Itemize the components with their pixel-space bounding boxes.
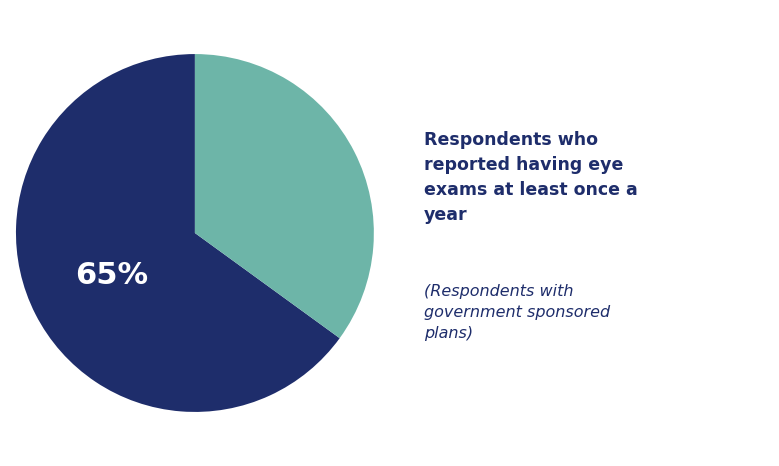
Text: Respondents who
reported having eye
exams at least once a
year: Respondents who reported having eye exam…	[424, 130, 637, 224]
Text: 65%: 65%	[76, 261, 149, 290]
Wedge shape	[195, 54, 374, 338]
Wedge shape	[16, 54, 340, 412]
Text: (Respondents with
government sponsored
plans): (Respondents with government sponsored p…	[424, 284, 610, 341]
